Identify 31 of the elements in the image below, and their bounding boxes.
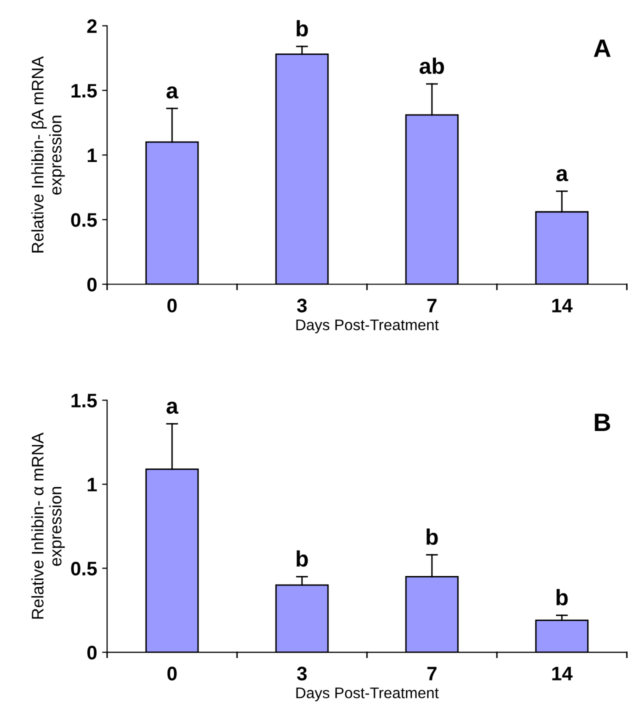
x-tick-label: 14 <box>552 666 573 680</box>
y-tick-label: 1.5 <box>72 394 97 408</box>
y-axis-title: Relative Inhibin- α mRNA expression <box>31 432 65 619</box>
x-tick-label: 3 <box>297 298 307 312</box>
y-tick-label: 0.5 <box>71 562 97 576</box>
x-tick-label: 3 <box>297 666 307 680</box>
y-axis-title: Relative Inhibin- βA mRNA expression <box>31 56 65 252</box>
annotation: b <box>296 20 308 37</box>
x-tick-label: 7 <box>427 298 436 312</box>
annotation: b <box>296 550 308 567</box>
y-tick-label: 1.5 <box>72 84 97 98</box>
annotation: A <box>594 40 611 57</box>
annotation: ab <box>420 58 444 74</box>
y-tick-label: 0 <box>87 646 97 660</box>
y-tick-label: 2 <box>87 19 97 33</box>
y-tick-label: 0.5 <box>71 213 97 227</box>
annotation: a <box>166 86 178 99</box>
annotation: b <box>426 528 438 545</box>
y-tick-label: 1 <box>88 478 97 492</box>
annotation: B <box>594 414 610 431</box>
x-axis-title: Days Post-Treatment <box>296 688 439 702</box>
y-tick-label: 1 <box>88 148 97 162</box>
y-tick-label: 0 <box>87 278 97 292</box>
x-tick-label: 0 <box>167 298 177 312</box>
x-tick-label: 7 <box>427 666 436 680</box>
annotation: a <box>166 402 178 414</box>
x-tick-label: 0 <box>167 666 177 680</box>
x-tick-label: 14 <box>552 298 573 312</box>
x-axis-title: Days Post-Treatment <box>296 320 439 334</box>
annotation: b <box>556 589 568 606</box>
annotation: a <box>556 169 568 182</box>
